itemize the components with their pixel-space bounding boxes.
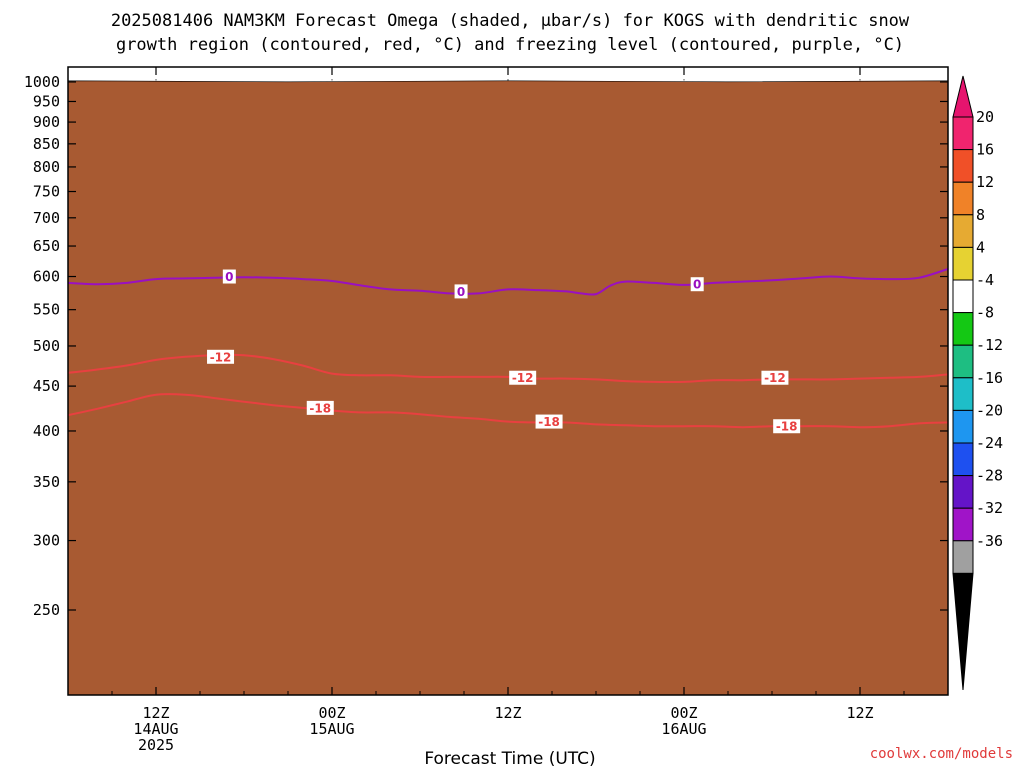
contour-label--12-1: -12 [512,371,534,385]
contour-label-bg [509,370,537,385]
colorbar-swatch-3 [952,214,974,248]
colorbar-swatch-9 [952,409,974,444]
credit-text: coolwx.com/models [870,746,1013,762]
terrain-fill [68,80,948,695]
colorbar-swatch-12 [952,507,974,542]
colorbar-label--12: -12 [976,336,1003,354]
contour-label--18-2: -18 [776,420,798,434]
contour-line--18 [68,393,948,429]
y-tick-label-950: 950 [33,92,60,110]
y-tick-label-1000: 1000 [24,73,60,91]
x-tick-label-30-0: 12Z [494,704,521,722]
terrain-ground [68,80,948,695]
contour-label--18-1: -18 [538,415,560,429]
chart-title-line-2: growth region (contoured, red, °C) and f… [116,35,904,55]
colorbar-swatch-1 [952,149,974,183]
x-axis-label: Forecast Time (UTC) [424,749,595,768]
chart-title-line-1: 2025081406 NAM3KM Forecast Omega (shaded… [111,11,910,31]
colorbar-swatch-8 [952,377,974,411]
y-tick-label-900: 900 [33,113,60,131]
y-axis: 250 300 350 400 450 500 550 600 650 700 750 800 850 9… [24,73,948,619]
y-tick-label-350: 350 [33,473,60,491]
colorbar-label--24: -24 [976,434,1003,452]
colorbar-bottom-triangle [952,572,974,691]
contour-label--12-2: -12 [764,371,786,385]
contour-label--18-0: -18 [309,401,331,415]
y-tick-label-750: 750 [33,183,60,201]
x-tick-label-18-0: 00Z [318,704,345,722]
colorbar-swatch-0 [952,116,974,151]
colorbar-label--28: -28 [976,467,1003,485]
contour-label-bg [761,370,789,385]
colorbar: 20 16 12 8 4 -4 -8 -12 -16 -20 -24 -28 -32 -36 [952,75,1003,691]
colorbar-label-20: 20 [976,108,994,126]
x-tick-label-6-0: 12Z [142,704,169,722]
x-tick-label-54-0: 12Z [846,704,873,722]
colorbar-label-12: 12 [976,173,994,191]
colorbar-label-8: 8 [976,206,985,224]
colorbar-label--36: -36 [976,532,1003,550]
y-tick-label-800: 800 [33,158,60,176]
colorbar-swatch-2 [952,181,974,216]
colorbar-label-16: 16 [976,141,994,159]
plot-area: -18 -18 -18 -12 -12 -12 0 0 0 [67,66,949,696]
contour-label--12-0: -12 [210,350,232,364]
y-tick-label-500: 500 [33,337,60,355]
x-tick-label-18-1: 15AUG [309,720,354,738]
colorbar-label-4: 4 [976,238,985,256]
x-tick-label-42-0: 00Z [670,704,697,722]
colorbar-swatch-10 [952,442,974,477]
colorbar-swatch-6 [952,312,974,346]
x-tick-label-6-1: 14AUG [133,720,178,738]
contour-label-bg [690,277,704,292]
colorbar-swatch-5 [952,279,974,314]
colorbar-label--32: -32 [976,499,1003,517]
x-tick-label-6-2: 2025 [138,736,174,754]
colorbar-swatch-11 [952,475,974,509]
colorbar-swatch-7 [952,344,974,379]
colorbar-label--8: -8 [976,304,994,322]
colorbar-top-triangle [952,75,974,118]
colorbar-label--4: -4 [976,271,994,289]
y-tick-label-700: 700 [33,209,60,227]
y-tick-label-250: 250 [33,601,60,619]
contour-label-bg [222,269,236,284]
y-tick-label-600: 600 [33,268,60,286]
contour-label-bg [306,400,334,415]
colorbar-label--20: -20 [976,401,1003,419]
colorbar-swatch-4 [952,246,974,281]
colorbar-swatch-13 [952,540,974,574]
x-tick-label-42-1: 16AUG [661,720,706,738]
y-tick-label-450: 450 [33,377,60,395]
contour-label-0-2: 0 [693,278,701,292]
contour-label-bg [207,349,235,364]
contour-label-bg [535,414,563,429]
contour-label-0-1: 0 [457,285,465,299]
y-tick-label-400: 400 [33,422,60,440]
y-tick-label-300: 300 [33,532,60,550]
y-tick-label-850: 850 [33,135,60,153]
colorbar-label--16: -16 [976,369,1003,387]
y-tick-label-650: 650 [33,237,60,255]
contour-label-bg [773,419,801,434]
contour-label-bg [454,284,468,299]
y-tick-label-550: 550 [33,301,60,319]
contour-label-0-0: 0 [225,270,233,284]
temperature-contours: -18 -18 -18 -12 -12 -12 0 0 0 [68,268,948,434]
